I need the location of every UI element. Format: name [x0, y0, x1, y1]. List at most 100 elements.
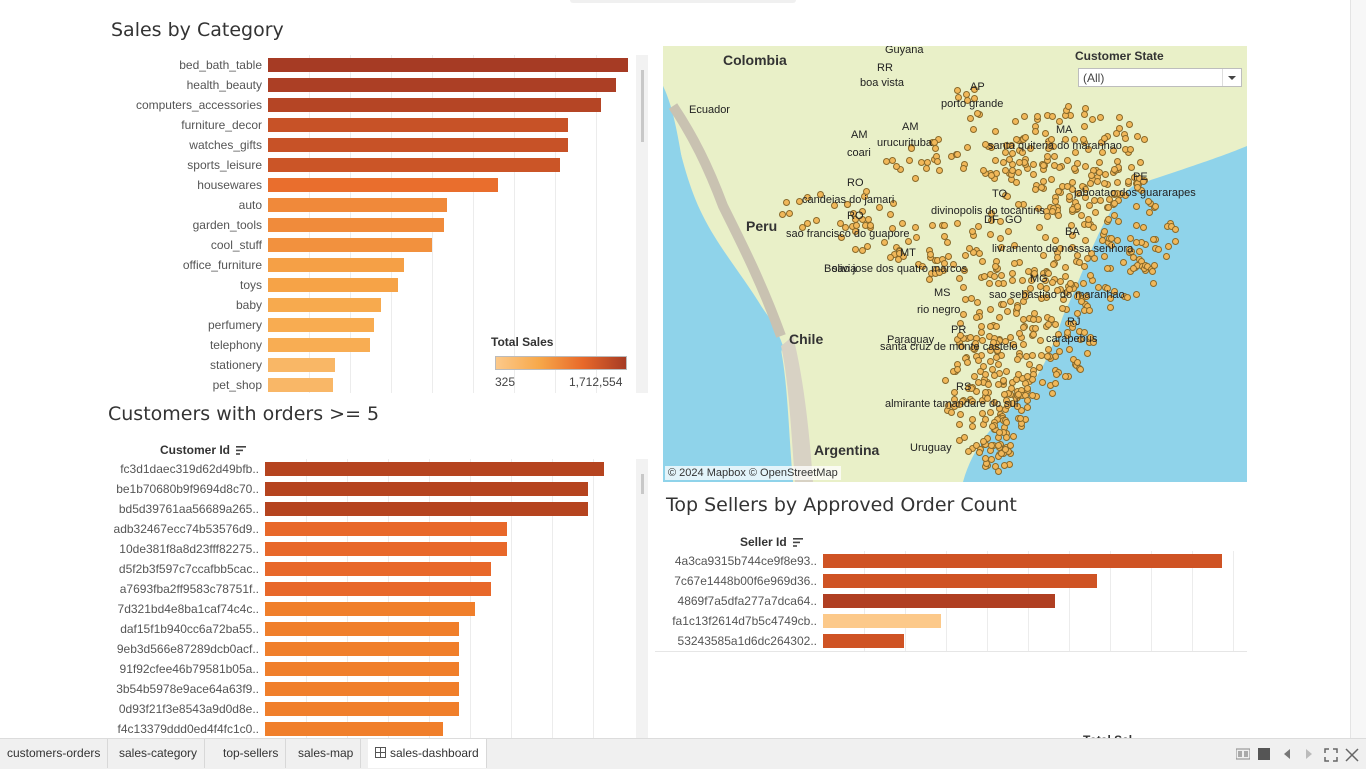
category-bar[interactable] [268, 158, 561, 172]
customer-bar[interactable] [265, 562, 491, 576]
customer-location-dot[interactable] [1162, 252, 1170, 260]
customer-location-dot[interactable] [950, 261, 958, 269]
customer-location-dot[interactable] [972, 441, 980, 449]
customer-location-dot[interactable] [1146, 208, 1154, 216]
customer-location-dot[interactable] [1125, 121, 1133, 129]
customer-location-dot[interactable] [1023, 372, 1031, 380]
customer-location-dot[interactable] [973, 109, 981, 117]
customer-location-dot[interactable] [1124, 294, 1132, 302]
customer-location-dot[interactable] [1150, 279, 1158, 287]
customer-location-dot[interactable] [1044, 269, 1052, 277]
customer-location-dot[interactable] [1100, 180, 1108, 188]
customer-location-dot[interactable] [850, 209, 858, 217]
customer-location-dot[interactable] [988, 210, 996, 217]
sort-descending-icon[interactable] [236, 446, 247, 456]
customer-location-dot[interactable] [963, 358, 971, 366]
customer-location-dot[interactable] [1052, 340, 1060, 348]
customer-location-dot[interactable] [1002, 433, 1010, 441]
sheet-tab-customers-orders[interactable]: customers-orders [0, 739, 109, 768]
customer-location-dot[interactable] [968, 228, 976, 236]
customer-id-label[interactable]: be1b70680b9f9694d8c70.. [116, 482, 259, 496]
customer-location-dot[interactable] [799, 224, 806, 231]
customer-location-dot[interactable] [955, 274, 963, 282]
customer-location-dot[interactable] [1054, 212, 1062, 220]
customer-location-dot[interactable] [1000, 376, 1007, 384]
customer-location-dot[interactable] [837, 220, 845, 228]
customer-location-dot[interactable] [978, 329, 986, 337]
customer-location-dot[interactable] [1120, 259, 1128, 266]
customer-location-dot[interactable] [931, 145, 939, 153]
customer-location-dot[interactable] [1085, 307, 1093, 315]
category-bar[interactable] [268, 78, 617, 92]
customer-id-label[interactable]: adb32467ecc74b53576d9.. [113, 522, 259, 536]
customer-location-dot[interactable] [997, 272, 1005, 280]
customer-location-dot[interactable] [982, 371, 990, 379]
customer-location-dot[interactable] [964, 448, 972, 455]
customers-scroll-thumb[interactable] [641, 474, 644, 494]
customer-location-dot[interactable] [960, 266, 968, 274]
customer-location-dot[interactable] [803, 194, 811, 202]
customer-location-dot[interactable] [941, 260, 949, 268]
customer-location-dot[interactable] [1052, 197, 1060, 205]
customer-location-dot[interactable] [1034, 112, 1042, 120]
customer-location-dot[interactable] [1049, 389, 1056, 397]
customer-location-dot[interactable] [1050, 153, 1058, 161]
customer-location-dot[interactable] [1080, 122, 1088, 130]
customer-location-dot[interactable] [922, 165, 930, 173]
seller-bar[interactable] [823, 574, 1098, 588]
customer-location-dot[interactable] [1008, 276, 1016, 284]
customer-location-dot[interactable] [1049, 113, 1056, 120]
customer-location-dot[interactable] [996, 429, 1004, 437]
sheet-tab-sales-map[interactable]: sales-map [291, 739, 362, 768]
customer-location-dot[interactable] [992, 462, 1000, 470]
category-label[interactable]: cool_stuff [210, 238, 262, 252]
customer-location-dot[interactable] [1054, 188, 1062, 196]
customer-location-dot[interactable] [987, 442, 995, 449]
customer-location-dot[interactable] [1054, 331, 1062, 339]
customer-location-dot[interactable] [911, 175, 919, 183]
customer-location-dot[interactable] [936, 268, 944, 276]
customer-location-dot[interactable] [1036, 224, 1044, 232]
customer-location-dot[interactable] [992, 263, 999, 271]
customer-location-dot[interactable] [864, 215, 872, 223]
customer-location-dot[interactable] [1049, 278, 1057, 286]
customer-location-dot[interactable] [1139, 223, 1147, 231]
customer-location-dot[interactable] [817, 190, 825, 198]
customer-location-dot[interactable] [1105, 204, 1113, 212]
customer-location-dot[interactable] [944, 239, 951, 246]
customer-location-dot[interactable] [960, 311, 968, 319]
sheet-tab-sales-dashboard[interactable]: sales-dashboard [368, 739, 487, 768]
customer-location-dot[interactable] [831, 202, 838, 210]
sheet-tab-sales-category[interactable]: sales-category [112, 739, 206, 768]
customer-location-dot[interactable] [1055, 348, 1063, 356]
customer-location-dot[interactable] [987, 171, 995, 179]
customer-location-dot[interactable] [954, 365, 962, 373]
customer-location-dot[interactable] [1101, 170, 1109, 178]
customer-location-dot[interactable] [973, 299, 981, 307]
category-bar[interactable] [268, 358, 335, 372]
customer-location-dot[interactable] [1012, 310, 1020, 317]
customer-id-label[interactable]: bd5d39761aa56689a265.. [118, 502, 259, 516]
customer-location-dot[interactable] [1080, 111, 1088, 119]
customer-location-dot[interactable] [1026, 284, 1034, 292]
customer-location-dot[interactable] [980, 167, 988, 175]
customer-id-label[interactable]: fc3d1daec319d62d49bfb.. [120, 462, 259, 476]
customer-location-dot[interactable] [1042, 234, 1050, 242]
customer-location-dot[interactable] [1002, 337, 1010, 345]
customer-location-dot[interactable] [889, 200, 897, 208]
customer-location-dot[interactable] [925, 276, 933, 284]
customer-location-dot[interactable] [1006, 333, 1014, 341]
customer-location-dot[interactable] [989, 423, 996, 431]
customer-location-dot[interactable] [1003, 418, 1011, 426]
customer-location-dot[interactable] [837, 233, 845, 241]
customer-location-dot[interactable] [1132, 239, 1140, 247]
customer-location-dot[interactable] [1044, 213, 1052, 221]
customer-location-dot[interactable] [1029, 170, 1037, 178]
customer-location-dot[interactable] [1164, 242, 1172, 250]
customer-location-dot[interactable] [969, 423, 977, 431]
customer-location-dot[interactable] [1066, 285, 1074, 293]
customer-location-dot[interactable] [1079, 280, 1087, 288]
customer-location-dot[interactable] [1085, 145, 1093, 153]
sales-map[interactable]: Colombia Peru Chile Argentina Paraguay Urugua… [663, 46, 1247, 482]
customer-location-dot[interactable] [1071, 148, 1079, 156]
